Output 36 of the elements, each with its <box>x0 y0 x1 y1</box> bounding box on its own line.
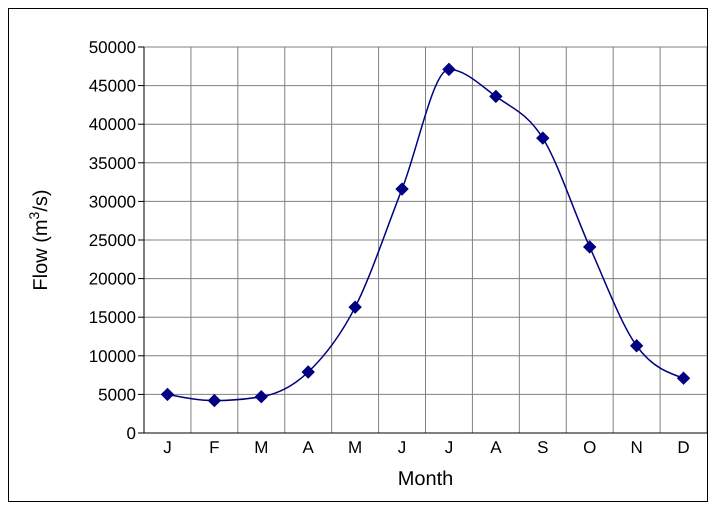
point <box>160 388 174 401</box>
y-tick-label: 15000 <box>88 308 136 328</box>
x-tick-label: F <box>209 438 220 458</box>
x-tick-label: M <box>254 438 268 458</box>
y-tick-label: 10000 <box>88 346 136 366</box>
point <box>302 366 315 379</box>
y-tick-label: 35000 <box>88 154 136 173</box>
y-tick-label: 30000 <box>88 192 136 212</box>
x-tick-label: S <box>537 438 548 458</box>
point <box>489 90 502 103</box>
x-tick-label: D <box>677 438 690 458</box>
point <box>348 300 362 314</box>
y-tick-label: 20000 <box>88 270 136 289</box>
point <box>254 390 268 404</box>
x-tick-label: J <box>398 438 406 458</box>
x-tick-label: J <box>163 438 172 458</box>
y-tick-label: 5000 <box>98 385 136 404</box>
x-tick-label: N <box>630 438 643 458</box>
point <box>208 394 221 408</box>
y-tick-label: 25000 <box>88 231 136 250</box>
y-tick-label: 40000 <box>88 115 136 134</box>
point <box>396 182 409 196</box>
y-tick-label: 45000 <box>88 76 136 96</box>
x-tick-label: O <box>583 438 596 458</box>
point <box>583 240 596 254</box>
x-tick-label: A <box>490 438 502 458</box>
y-tick-label: 0 <box>126 424 136 444</box>
x-tick-label: M <box>348 438 362 458</box>
point <box>442 62 456 76</box>
x-tick-label: J <box>444 438 454 458</box>
point <box>536 132 550 145</box>
x-tick-label: A <box>302 438 315 458</box>
y-tick-label: 50000 <box>88 38 136 58</box>
point <box>630 339 644 352</box>
point <box>677 372 690 385</box>
x-axis-title: Month <box>398 468 454 490</box>
